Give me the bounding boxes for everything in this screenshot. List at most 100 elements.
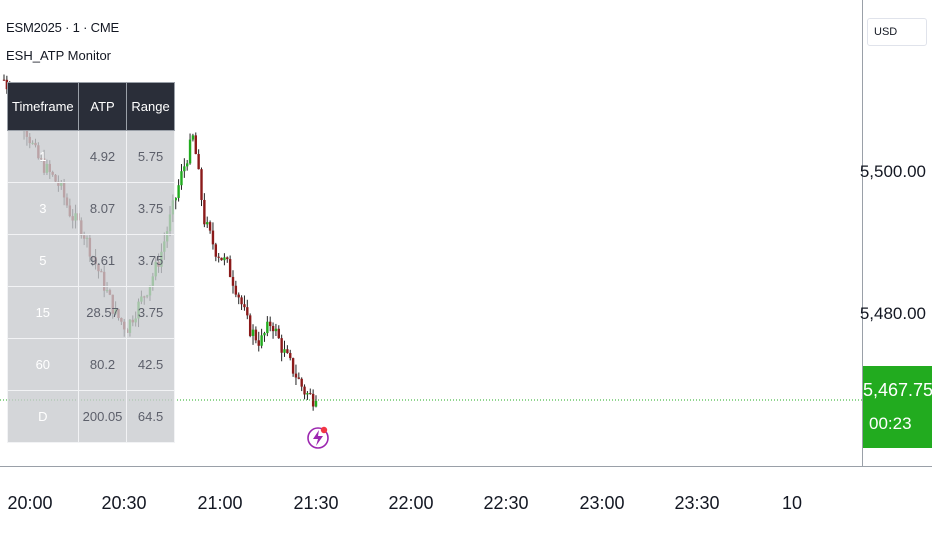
candle-body bbox=[251, 329, 255, 336]
time-label: 21:00 bbox=[197, 493, 243, 513]
candle-body bbox=[234, 285, 238, 295]
time-label: 20:30 bbox=[101, 493, 147, 513]
range-cell: 42.5 bbox=[126, 338, 175, 391]
candle-body bbox=[280, 338, 283, 353]
candle-body bbox=[217, 256, 220, 258]
candle-body bbox=[208, 222, 212, 231]
time-label: 10 bbox=[781, 493, 803, 513]
atp-table-header: Timeframe ATP Range bbox=[7, 82, 175, 131]
price-label-5500: 5,500.00 bbox=[859, 162, 926, 181]
atp-cell: 80.2 bbox=[77, 338, 128, 391]
candle-body bbox=[311, 393, 315, 407]
candle-body bbox=[2, 79, 6, 81]
candle-body bbox=[226, 257, 229, 260]
candle-body bbox=[248, 315, 252, 336]
time-label: 23:30 bbox=[674, 493, 720, 513]
candle-body bbox=[5, 79, 9, 90]
atp-cell: 28.57 bbox=[77, 286, 128, 339]
atp-cell: 4.92 bbox=[77, 130, 128, 183]
chart-area[interactable]: ESM2025 · 1 · CME ESH_ATP Monitor Timefr… bbox=[0, 0, 862, 466]
candle-body bbox=[254, 329, 258, 341]
table-row: 3 8.07 3.75 bbox=[7, 182, 175, 235]
atp-cell: 8.07 bbox=[77, 182, 128, 235]
time-scale[interactable]: 20:00 20:30 21:00 21:30 22:00 22:30 23:0… bbox=[0, 466, 932, 550]
candle-body bbox=[237, 294, 240, 298]
candle-body bbox=[266, 321, 269, 334]
candle-body bbox=[309, 393, 312, 395]
timeframe-cell: 60 bbox=[7, 338, 79, 391]
indicator-title[interactable]: ESH_ATP Monitor bbox=[6, 48, 112, 63]
timeframe-cell: 15 bbox=[7, 286, 79, 339]
candle-body bbox=[223, 257, 226, 261]
candle-body bbox=[289, 353, 292, 359]
bar-countdown: 00:23 bbox=[869, 414, 912, 433]
table-row: 60 80.2 42.5 bbox=[7, 338, 175, 391]
range-cell: 5.75 bbox=[126, 130, 175, 183]
candle-body bbox=[197, 154, 200, 170]
candle-body bbox=[260, 335, 263, 346]
header-atp: ATP bbox=[77, 82, 128, 131]
timeframe-cell: D bbox=[7, 390, 79, 443]
candle-body bbox=[271, 326, 275, 332]
candle-body bbox=[297, 377, 301, 379]
candle-body bbox=[243, 304, 246, 308]
candle-body bbox=[286, 349, 289, 354]
candle-body bbox=[185, 163, 189, 167]
time-label: 23:00 bbox=[579, 493, 625, 513]
candle-body bbox=[211, 230, 215, 245]
time-label: 21:30 bbox=[293, 493, 339, 513]
candle-body bbox=[283, 349, 286, 353]
price-label-5480: 5,480.00 bbox=[859, 304, 926, 323]
candle-body bbox=[246, 307, 249, 316]
candle-body bbox=[231, 276, 235, 286]
table-row: 15 28.57 3.75 bbox=[7, 286, 175, 339]
range-cell: 3.75 bbox=[126, 286, 175, 339]
candle-body bbox=[177, 185, 180, 198]
candle-body bbox=[277, 328, 280, 339]
price-scale[interactable]: USD 5,500.00 5,480.00 5,467.75 00:23 bbox=[859, 0, 932, 466]
candle-body bbox=[314, 400, 318, 407]
candle-body bbox=[200, 169, 203, 200]
candle-body bbox=[263, 333, 266, 336]
candle-body bbox=[203, 199, 206, 225]
candle-body bbox=[291, 358, 295, 374]
currency-button[interactable]: USD bbox=[867, 18, 927, 46]
candle-body bbox=[220, 257, 223, 261]
table-row: D 200.05 64.5 bbox=[7, 390, 175, 443]
candle-body bbox=[303, 386, 306, 395]
candle-body bbox=[228, 259, 232, 277]
candle-body bbox=[194, 135, 197, 155]
candle-body bbox=[306, 393, 309, 395]
candle-body bbox=[240, 297, 243, 305]
candle-body bbox=[174, 197, 177, 201]
lightning-alert-icon[interactable] bbox=[307, 426, 329, 449]
candle-body bbox=[214, 244, 218, 257]
candle-body bbox=[188, 139, 192, 164]
candle-body bbox=[269, 321, 272, 327]
time-label: 22:30 bbox=[483, 493, 529, 513]
last-price-value: 5,467.75 bbox=[863, 380, 932, 400]
timeframe-cell: 5 bbox=[7, 234, 79, 287]
candle-body bbox=[294, 373, 298, 378]
time-label: 22:00 bbox=[388, 493, 434, 513]
header-timeframe: Timeframe bbox=[7, 82, 79, 131]
table-row: 1 4.92 5.75 bbox=[7, 130, 175, 183]
candle-body bbox=[191, 135, 195, 140]
atp-cell: 200.05 bbox=[77, 390, 128, 443]
symbol-title[interactable]: ESM2025 · 1 · CME bbox=[6, 20, 119, 35]
range-cell: 3.75 bbox=[126, 182, 175, 235]
candle-body bbox=[257, 340, 260, 346]
candle-body bbox=[180, 171, 183, 186]
candle-body bbox=[274, 328, 278, 332]
candle-body bbox=[300, 378, 303, 387]
atp-table: Timeframe ATP Range 1 4.92 5.75 3 8.07 3… bbox=[7, 82, 175, 443]
table-row: 5 9.61 3.75 bbox=[7, 234, 175, 287]
range-cell: 64.5 bbox=[126, 390, 175, 443]
range-cell: 3.75 bbox=[126, 234, 175, 287]
candle-body bbox=[206, 222, 209, 225]
timeframe-cell: 1 bbox=[7, 130, 79, 183]
timeframe-cell: 3 bbox=[7, 182, 79, 235]
atp-cell: 9.61 bbox=[77, 234, 128, 287]
time-label: 20:00 bbox=[7, 493, 53, 513]
candle-body bbox=[183, 166, 186, 172]
